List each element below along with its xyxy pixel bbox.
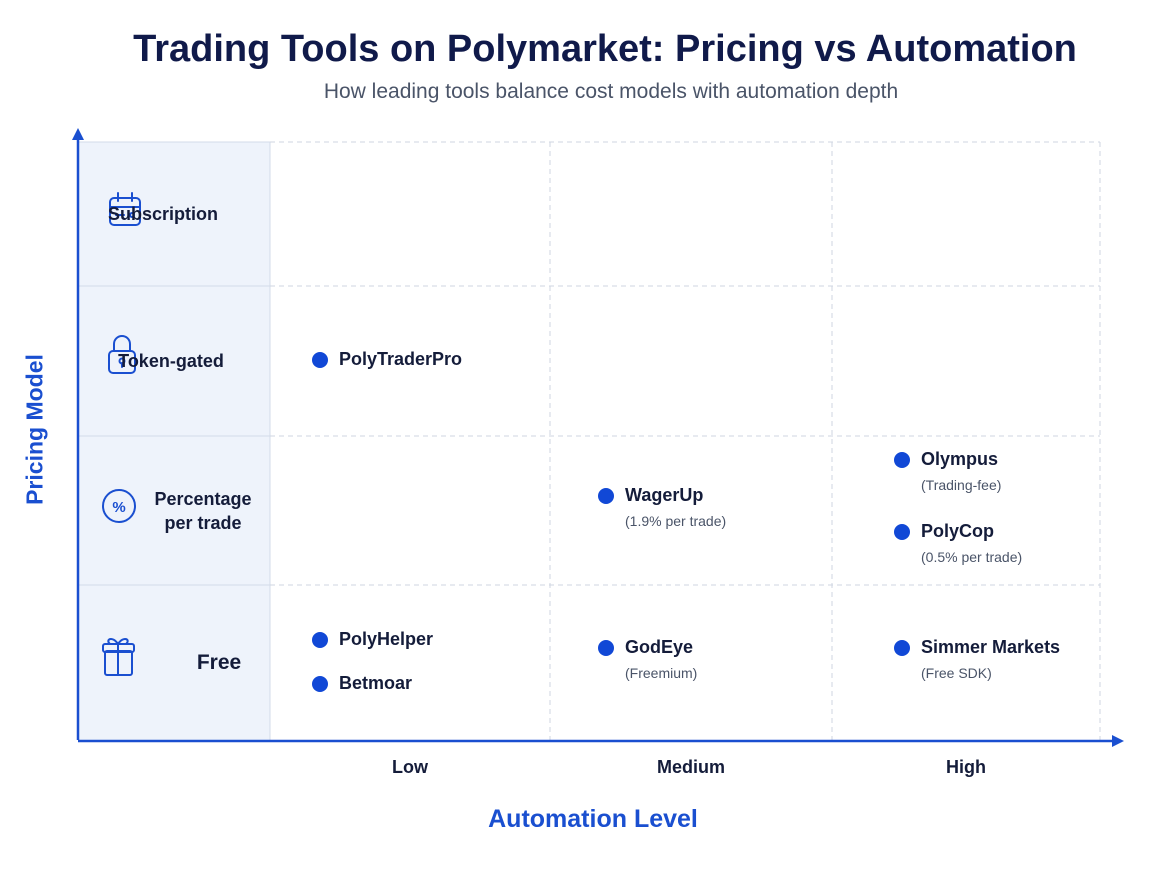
label-column	[78, 142, 270, 740]
x-axis-label: Automation Level	[488, 805, 698, 833]
row-label: Percentage per trade	[154, 488, 252, 533]
tool-name: Simmer Markets	[921, 636, 1061, 657]
tool-name: GodEye	[625, 636, 694, 657]
tool-note: (Free SDK)	[921, 664, 992, 681]
row-label: Free	[196, 650, 242, 674]
row-label: Subscription	[107, 204, 218, 224]
tool-dot	[598, 487, 614, 504]
tool-name: WagerUp	[625, 484, 704, 505]
tool-note: (Trading-fee)	[921, 476, 1002, 493]
y-axis-label: Pricing Model	[21, 354, 48, 505]
row-icons: %	[102, 192, 141, 676]
title: Trading Tools on Polymarket: Pricing vs …	[133, 28, 1077, 70]
tool-dot	[894, 451, 910, 468]
tool-dot	[312, 675, 328, 692]
tool-note: (Freemium)	[625, 664, 698, 681]
subtitle: How leading tools balance cost models wi…	[323, 80, 899, 103]
x-tick-label: High	[946, 757, 986, 777]
svg-text:%: %	[112, 499, 125, 516]
tool-dot	[312, 352, 328, 368]
x-tick-label: Low	[392, 757, 428, 777]
row-label: Token-gated	[118, 351, 224, 371]
x-tick-label: Medium	[656, 757, 725, 777]
dashed-grid	[270, 141, 1101, 740]
tool-name: PolyHelper	[339, 628, 434, 649]
tool-name: PolyCop	[921, 520, 995, 541]
tool-dot	[894, 523, 910, 540]
tool-name: PolyTraderPro	[339, 349, 463, 369]
grid	[78, 141, 271, 740]
tool-name: Olympus	[921, 448, 999, 469]
tool-note: (0.5% per trade)	[921, 548, 1023, 565]
tool-dot	[598, 639, 614, 656]
axes	[72, 128, 1124, 747]
tool-dot	[894, 639, 910, 656]
tool-name: Betmoar	[339, 672, 413, 693]
tool-dot	[312, 631, 328, 648]
tool-note: (1.9% per trade)	[625, 512, 727, 529]
